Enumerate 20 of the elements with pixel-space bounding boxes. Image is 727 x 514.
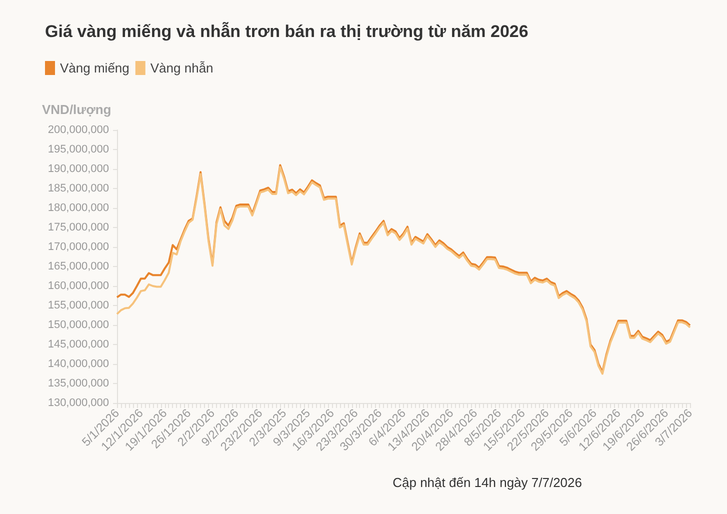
y-tick-label: 175,000,000 xyxy=(48,222,109,234)
y-tick-label: 155,000,000 xyxy=(48,300,109,312)
y-axis-title: VND/lượng xyxy=(42,102,112,117)
legend-label: Vàng nhẫn xyxy=(150,60,214,76)
y-tick-label: 160,000,000 xyxy=(48,280,109,292)
y-tick-label: 190,000,000 xyxy=(48,163,109,175)
legend-label: Vàng miếng xyxy=(60,60,130,76)
y-tick-label: 170,000,000 xyxy=(48,241,109,253)
y-tick-label: 135,000,000 xyxy=(48,378,109,390)
y-tick-label: 180,000,000 xyxy=(48,202,109,214)
y-tick-label: 195,000,000 xyxy=(48,144,109,156)
chart-title: Giá vàng miếng và nhẫn trơn bán ra thị trường từ năm 2026 xyxy=(45,22,528,41)
y-tick-label: 165,000,000 xyxy=(48,260,109,272)
y-tick-label: 130,000,000 xyxy=(48,397,109,409)
y-tick-label: 150,000,000 xyxy=(48,319,109,331)
y-tick-label: 145,000,000 xyxy=(48,338,109,350)
y-tick-label: 185,000,000 xyxy=(48,182,109,194)
text: Cập nhật đến 14h ngày 7/7/2026 xyxy=(392,475,582,490)
y-tick-label: 200,000,000 xyxy=(48,124,109,136)
y-tick-label: 140,000,000 xyxy=(48,358,109,370)
